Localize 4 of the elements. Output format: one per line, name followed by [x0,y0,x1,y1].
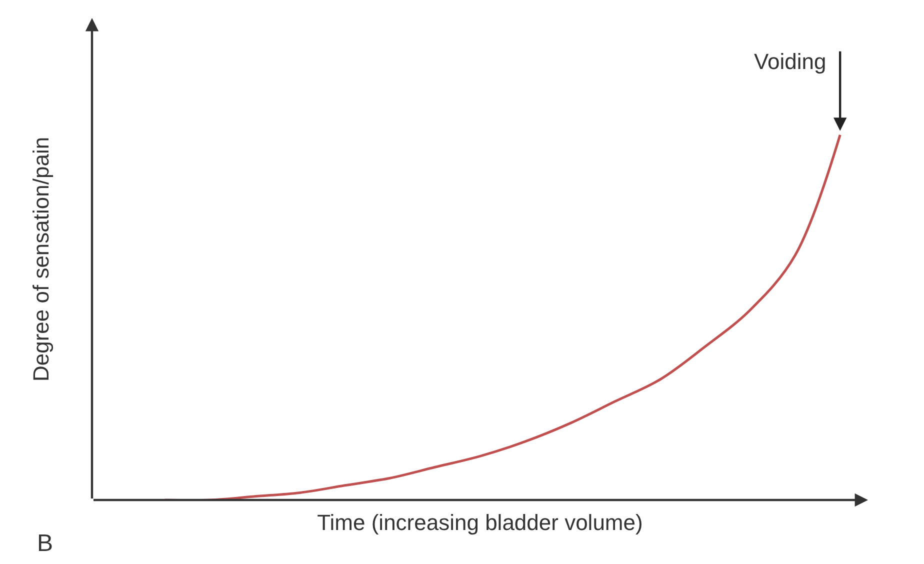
x-axis-title: Time (increasing bladder volume) [317,510,643,535]
y-axis-title: Degree of sensation/pain [28,136,54,382]
text: Voiding [754,49,826,74]
text: B [37,530,54,557]
